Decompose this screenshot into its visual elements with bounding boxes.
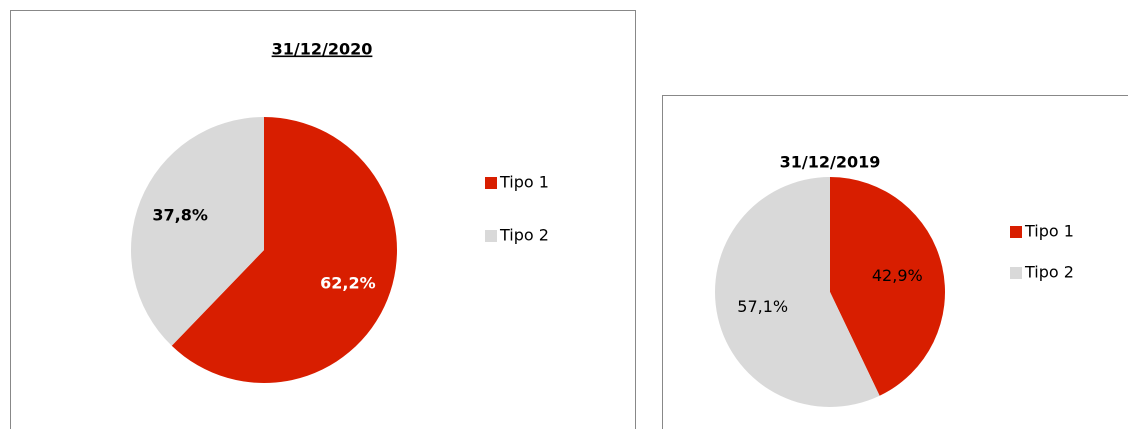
legend-label: Tipo 1 <box>1024 222 1074 241</box>
legend-label: Tipo 1 <box>499 173 549 192</box>
chart-title: 31/12/2020 <box>272 40 373 59</box>
pie-slice <box>171 117 397 383</box>
legend-label: Tipo 2 <box>499 226 549 245</box>
data-label: 42,9% <box>872 266 923 285</box>
pie-slice <box>714 176 880 408</box>
data-label: 37,8% <box>152 206 208 225</box>
data-label: 57,1% <box>737 297 788 316</box>
pie-slice <box>830 177 945 396</box>
legend-swatch <box>1010 226 1022 238</box>
legend-swatch <box>1010 267 1022 279</box>
legend-swatch <box>485 177 497 189</box>
legend-label: Tipo 2 <box>1024 263 1074 282</box>
pie-slice <box>131 117 264 346</box>
legend-swatch <box>485 230 497 242</box>
data-label: 62,2% <box>320 273 376 292</box>
chart-title: 31/12/2019 <box>780 153 881 172</box>
